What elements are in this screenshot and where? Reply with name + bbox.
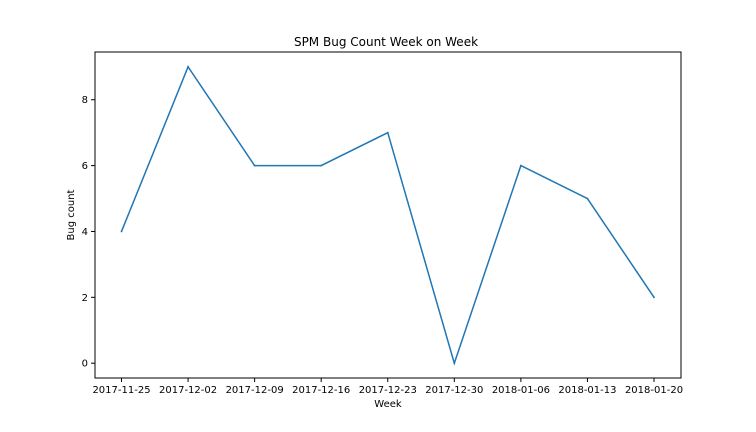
data-point xyxy=(320,164,323,167)
x-tick-label: 2017-12-02 xyxy=(159,385,217,396)
data-point xyxy=(453,362,456,365)
data-point xyxy=(120,230,123,233)
series-layer xyxy=(120,65,655,366)
data-point xyxy=(187,65,189,68)
y-tick-label: 0 xyxy=(82,359,88,370)
data-point xyxy=(586,197,589,200)
series-line xyxy=(120,65,655,366)
data-point xyxy=(519,164,522,167)
x-axis: 2017-11-25 2017-12-02 2017-12-09 2017-12-16… xyxy=(92,378,683,396)
x-tick-label: 2018-01-13 xyxy=(558,385,616,396)
data-point xyxy=(653,296,655,299)
x-tick-label: 2017-12-09 xyxy=(226,385,284,396)
chart-title: SPM Bug Count Week on Week xyxy=(294,35,478,49)
x-tick-label: 2018-01-20 xyxy=(625,385,683,396)
data-point xyxy=(253,164,256,167)
x-tick-label: 2017-12-30 xyxy=(425,385,483,396)
x-axis-label: Week xyxy=(374,399,402,410)
y-axis: 0 2 4 6 8 xyxy=(82,95,95,370)
plot-area xyxy=(94,51,682,379)
x-tick-label: 2017-11-25 xyxy=(92,385,150,396)
y-tick-label: 2 xyxy=(82,293,88,304)
data-point xyxy=(386,131,389,134)
y-tick-label: 4 xyxy=(82,227,88,238)
x-tick-label: 2017-12-23 xyxy=(359,385,417,396)
y-tick-label: 8 xyxy=(82,95,88,106)
x-tick-label: 2017-12-16 xyxy=(292,385,350,396)
x-tick-label: 2018-01-06 xyxy=(492,385,550,396)
y-tick-label: 6 xyxy=(82,161,88,172)
y-axis-label: Bug count xyxy=(66,189,77,240)
